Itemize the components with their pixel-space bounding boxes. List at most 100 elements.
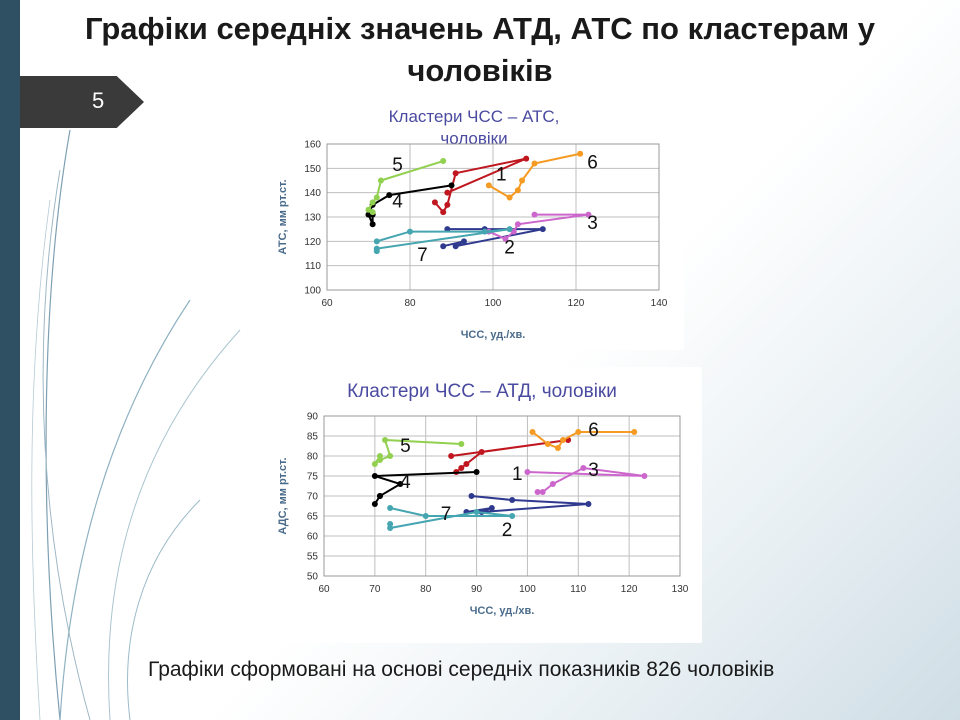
data-point-5 [458,441,465,447]
chart-hr-dbp: Кластери ЧСС – АТД, чоловіки505560657075… [277,381,689,617]
chart-title-line2: чоловіки [440,129,507,148]
data-point-7 [506,226,513,233]
left-accent-band [0,0,20,720]
cluster-label-4: 4 [400,472,411,493]
data-point-1 [431,199,438,206]
cluster-label-2: 2 [502,520,513,541]
data-point-4 [371,473,378,479]
y-tick-label: 140 [304,188,321,199]
data-point-1 [458,465,465,471]
plot-frame [326,143,660,291]
data-point-3 [514,221,521,228]
data-point-6 [529,429,536,435]
y-tick-label: 50 [307,572,319,583]
cluster-label-2: 2 [504,238,515,259]
x-axis-label: ЧСС, уд./хв. [461,329,526,341]
cluster-label-5: 5 [392,155,403,176]
cluster-label-6: 6 [587,152,598,173]
data-point-2 [539,226,546,233]
x-tick-label: 120 [621,584,638,595]
y-tick-label: 60 [307,532,319,543]
data-point-3 [502,235,509,242]
data-point-4 [386,192,393,199]
data-point-5 [369,209,376,216]
x-tick-label: 120 [568,298,585,309]
data-point-6 [514,187,521,194]
y-tick-label: 120 [304,237,321,248]
data-point-3 [534,489,541,495]
y-tick-label: 130 [304,213,321,224]
y-axis-label: АДС, мм рт.ст. [277,457,289,534]
data-point-3 [539,489,546,495]
data-point-2 [488,505,495,511]
data-point-3 [641,473,648,479]
data-point-6 [506,194,513,201]
data-point-7 [407,228,413,235]
y-tick-label: 75 [307,472,319,483]
x-tick-label: 100 [485,298,502,309]
data-point-7 [387,505,394,511]
plot-frame [323,415,681,577]
x-tick-label: 80 [404,298,416,309]
series-line-3 [488,213,589,241]
data-point-2 [509,497,516,503]
y-tick-label: 65 [307,512,319,523]
chart-hr-sbp: Кластери ЧСС – АТС, чоловіки 100 110 120 130 1… [277,107,668,341]
data-point-5 [376,453,383,459]
data-point-7 [422,513,429,519]
data-point-6 [485,182,492,189]
cluster-label-1: 1 [496,165,507,186]
cluster-label-3: 3 [587,213,598,234]
data-point-7 [509,513,516,519]
data-point-3 [531,211,538,218]
x-axis-label: ЧСС, уд./хв. [470,605,535,617]
slide-title: Графіки середніх значень АТД, АТС по кла… [84,11,876,88]
series-line-2 [466,495,589,513]
cluster-label-3: 3 [588,460,599,481]
cluster-label-4: 4 [392,191,403,212]
chart-hr-sbp-box: Кластери ЧСС – АТС, чоловіки 100 110 120 130 1… [266,100,684,350]
data-point-1 [448,453,455,459]
data-point-3 [549,481,556,487]
x-tick-label: 110 [570,584,586,595]
data-point-2 [452,243,459,250]
data-point-7 [481,228,488,235]
data-point-6 [519,177,526,184]
y-tick-label: 150 [304,164,321,175]
series-line-2 [442,228,543,248]
data-point-1 [463,461,470,467]
y-tick-label: 70 [307,492,319,503]
data-point-4 [376,493,383,499]
x-tick-label: 60 [321,298,333,309]
data-point-5 [382,437,389,443]
data-point-2 [468,493,475,499]
y-tick-label: 90 [307,412,319,423]
x-tick-label: 60 [318,584,330,595]
data-point-4 [371,501,378,507]
data-point-6 [531,160,538,167]
x-tick-label: 80 [420,584,432,595]
y-axis-label: АТС, мм рт.ст. [277,179,289,254]
chart-title: Кластери ЧСС – АТД, чоловіки [347,381,617,402]
chart-hr-dbp-box: Кластери ЧСС – АТД, чоловіки 50 55 60 65 70 75… [262,367,702,643]
data-point-6 [631,429,638,435]
data-point-5 [440,158,447,165]
series-line-6 [488,152,581,199]
data-point-4 [397,481,404,487]
data-point-7 [473,509,480,515]
cluster-label-6: 6 [588,420,599,441]
data-point-3 [580,465,587,471]
series-line-5 [374,438,462,465]
x-tick-label: 70 [369,584,381,595]
slide-number: 5 [92,88,105,113]
series-line-6 [531,431,635,450]
chart-title: Кластери ЧСС – АТС, [389,107,560,126]
data-point-3 [524,469,531,475]
x-tick-label: 90 [471,584,483,595]
data-point-1 [444,189,451,196]
data-point-1 [452,170,459,177]
cluster-label-7: 7 [441,504,452,525]
data-point-2 [440,243,447,250]
cluster-label-5: 5 [400,436,411,457]
data-point-5 [373,194,380,201]
